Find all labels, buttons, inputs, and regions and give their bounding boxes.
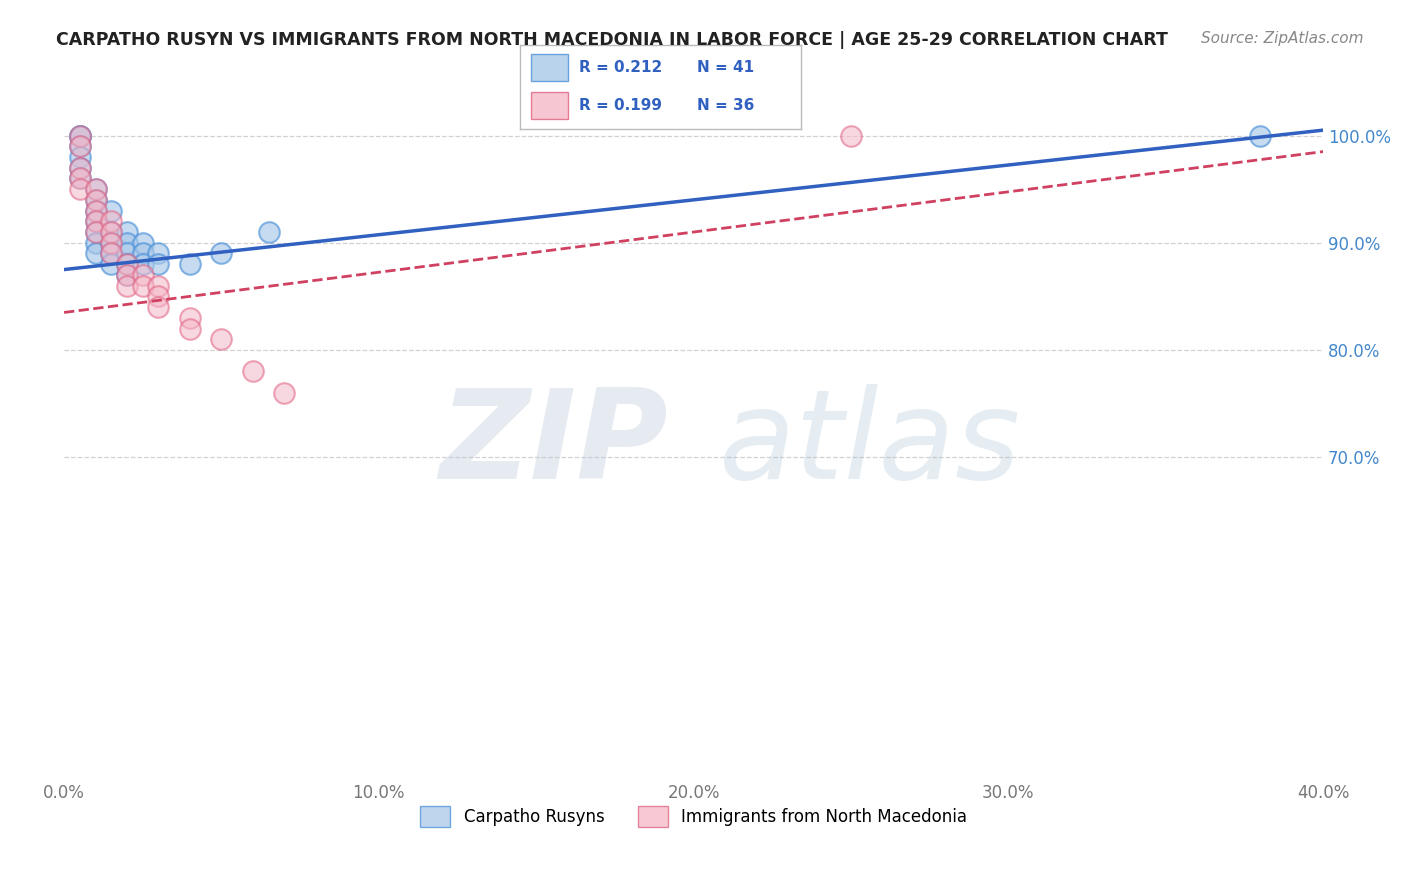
Point (84, 214, 107, 228)
Point (115, 225, 138, 239)
Point (69, 128, 91, 143)
Text: Source: ZipAtlas.com: Source: ZipAtlas.com (1201, 31, 1364, 46)
Point (100, 203, 122, 218)
Point (115, 257, 138, 271)
Point (148, 246, 170, 260)
Bar (531, 54, 568, 81)
Point (273, 385, 295, 400)
Text: ZIP: ZIP (440, 384, 668, 505)
Point (115, 268, 138, 282)
Text: CARPATHO RUSYN VS IMMIGRANTS FROM NORTH MACEDONIA IN LABOR FORCE | AGE 25-29 COR: CARPATHO RUSYN VS IMMIGRANTS FROM NORTH … (56, 31, 1168, 49)
Point (257, 225, 280, 239)
Point (84, 203, 107, 218)
Point (209, 246, 232, 260)
Point (100, 225, 122, 239)
Point (115, 257, 138, 271)
Point (100, 257, 122, 271)
Point (148, 289, 170, 303)
Point (84, 235, 107, 250)
Point (179, 310, 201, 325)
Point (132, 268, 155, 282)
Point (132, 257, 155, 271)
Point (132, 278, 155, 293)
Point (179, 321, 201, 335)
Point (148, 300, 170, 314)
Point (148, 257, 170, 271)
Point (242, 364, 264, 378)
Point (84, 225, 107, 239)
Point (115, 278, 138, 293)
Point (84, 193, 107, 207)
Point (115, 246, 138, 260)
Point (84, 246, 107, 260)
Point (179, 257, 201, 271)
Text: R = 0.212: R = 0.212 (579, 60, 662, 75)
Point (100, 246, 122, 260)
Point (69, 128, 91, 143)
Point (69, 139, 91, 153)
Point (84, 214, 107, 228)
Point (69, 182, 91, 196)
Point (115, 268, 138, 282)
Point (100, 225, 122, 239)
Point (148, 278, 170, 293)
Text: R = 0.199: R = 0.199 (579, 98, 662, 113)
Point (839, 128, 862, 143)
Point (84, 182, 107, 196)
Text: N = 36: N = 36 (697, 98, 755, 113)
Point (69, 171, 91, 186)
Point (84, 225, 107, 239)
Point (69, 161, 91, 175)
Point (69, 128, 91, 143)
Point (69, 171, 91, 186)
Point (84, 193, 107, 207)
Point (209, 332, 232, 346)
Text: N = 41: N = 41 (697, 60, 755, 75)
Bar (531, 92, 568, 120)
Point (84, 182, 107, 196)
Point (69, 139, 91, 153)
Point (115, 235, 138, 250)
Point (132, 246, 155, 260)
Point (1249, 128, 1271, 143)
Point (132, 235, 155, 250)
Point (100, 246, 122, 260)
Point (100, 214, 122, 228)
Legend: Carpatho Rusyns, Immigrants from North Macedonia: Carpatho Rusyns, Immigrants from North M… (413, 799, 973, 833)
Point (100, 235, 122, 250)
Point (84, 203, 107, 218)
Point (69, 150, 91, 164)
Point (100, 235, 122, 250)
Text: atlas: atlas (718, 384, 1021, 505)
Point (69, 161, 91, 175)
